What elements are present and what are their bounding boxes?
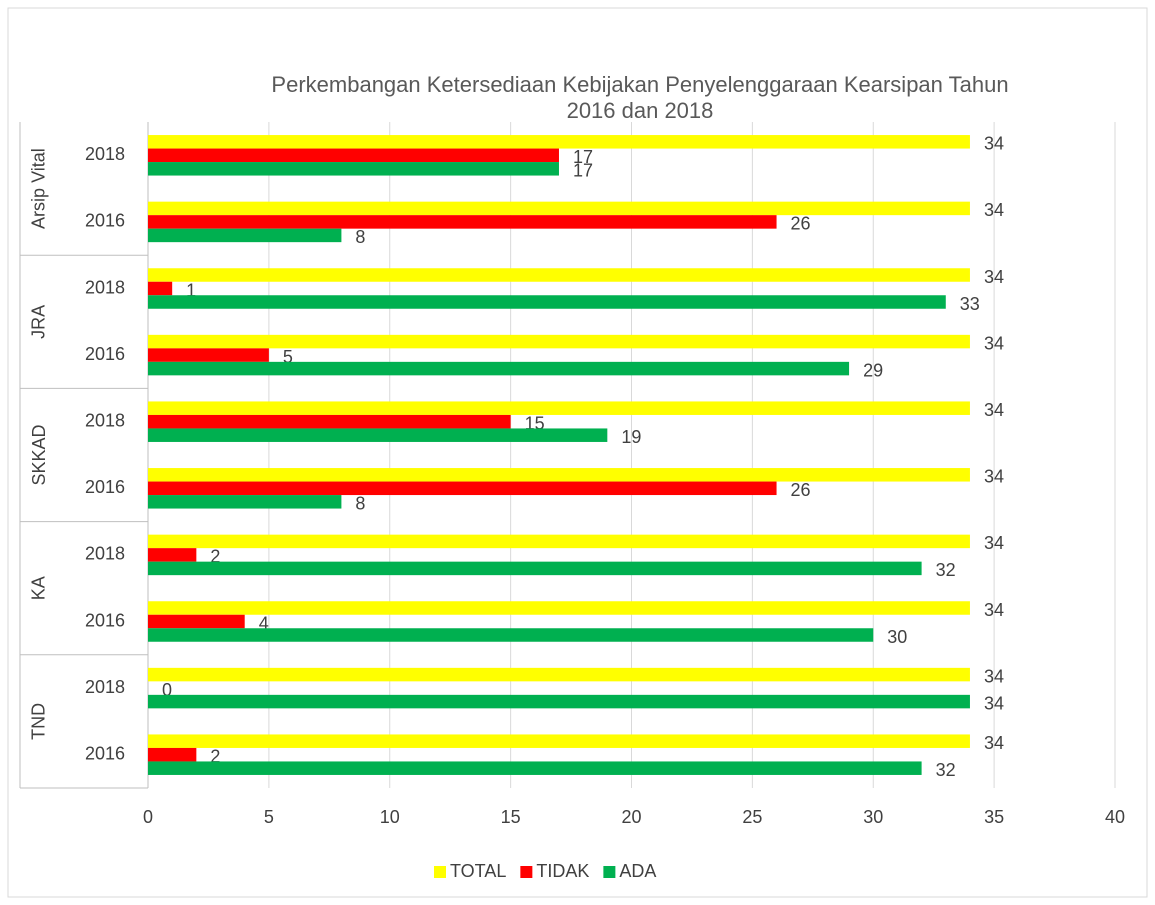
group-label: SKKAD [29, 424, 49, 485]
data-label: 34 [984, 267, 1004, 287]
bar [148, 548, 197, 562]
bar [148, 667, 970, 682]
bar [148, 162, 559, 176]
bar [148, 281, 173, 296]
data-label: 17 [573, 147, 593, 167]
y-tick-label: 2016 [85, 344, 125, 364]
bar [148, 268, 970, 282]
bar [148, 601, 970, 615]
bar [148, 428, 608, 442]
data-label: 33 [960, 294, 980, 314]
legend-label: ADA [619, 861, 656, 881]
y-tick-label: 2016 [85, 743, 125, 763]
data-label: 8 [355, 227, 365, 247]
legend-swatch [520, 866, 533, 878]
data-label: 8 [355, 494, 365, 514]
data-label: 32 [936, 760, 956, 780]
data-label: 2 [210, 547, 220, 567]
y-tick-label: 2016 [85, 610, 125, 630]
x-tick-label: 35 [984, 807, 1004, 827]
x-tick-label: 40 [1105, 807, 1125, 827]
data-label: 4 [259, 613, 269, 633]
data-label: 34 [984, 400, 1004, 420]
data-label: 34 [984, 666, 1004, 686]
group-label: JRA [29, 305, 49, 339]
bar [148, 761, 922, 775]
x-tick-label: 25 [742, 807, 762, 827]
data-label: 26 [791, 480, 811, 500]
data-label: 34 [984, 134, 1004, 154]
legend-swatch [434, 866, 446, 878]
data-label: 30 [887, 627, 907, 647]
legend-label: TOTAL [450, 861, 506, 881]
data-label: 5 [283, 347, 293, 367]
bar [148, 534, 970, 549]
bar [148, 747, 197, 762]
group-label: Arsip Vital [29, 148, 49, 229]
data-label: 34 [984, 693, 1004, 713]
data-label: 34 [984, 733, 1004, 753]
bar [148, 694, 970, 709]
y-tick-label: 2018 [85, 277, 125, 297]
y-tick-label: 2018 [85, 677, 125, 697]
bar [148, 295, 946, 309]
data-label: 17 [573, 161, 593, 181]
y-tick-label: 2018 [85, 144, 125, 164]
x-tick-label: 10 [380, 807, 400, 827]
x-tick-label: 30 [863, 807, 883, 827]
bar [148, 228, 342, 243]
group-label: KA [29, 576, 49, 600]
bar [148, 614, 245, 629]
x-tick-label: 20 [621, 807, 641, 827]
bar [148, 481, 777, 496]
bar [148, 734, 970, 748]
data-label: 34 [984, 467, 1004, 487]
x-tick-label: 15 [501, 807, 521, 827]
bar [148, 495, 342, 509]
data-label: 34 [984, 333, 1004, 353]
data-label: 2 [210, 746, 220, 766]
bar [148, 348, 269, 362]
x-tick-label: 0 [143, 807, 153, 827]
data-label: 26 [791, 214, 811, 234]
bar [148, 215, 777, 229]
y-tick-label: 2016 [85, 477, 125, 497]
bar [148, 148, 559, 163]
bar [148, 201, 970, 216]
bar [148, 414, 511, 429]
chart-title: Perkembangan Ketersediaan Kebijakan Peny… [271, 72, 1009, 123]
x-tick-label: 5 [264, 807, 274, 827]
data-label: 0 [162, 680, 172, 700]
bar [148, 401, 970, 415]
data-label: 29 [863, 360, 883, 380]
data-label: 32 [936, 560, 956, 580]
bar [148, 135, 970, 149]
bar [148, 361, 850, 376]
bar [148, 561, 922, 576]
data-label: 34 [984, 600, 1004, 620]
group-label: TND [29, 703, 49, 740]
data-label: 19 [621, 427, 641, 447]
y-tick-label: 2018 [85, 544, 125, 564]
legend-label: TIDAK [536, 861, 589, 881]
y-tick-label: 2016 [85, 211, 125, 231]
bar [148, 468, 970, 482]
data-label: 1 [186, 280, 196, 300]
legend-swatch [603, 866, 616, 878]
data-label: 34 [984, 200, 1004, 220]
bar [148, 628, 874, 642]
y-tick-label: 2018 [85, 410, 125, 430]
data-label: 34 [984, 533, 1004, 553]
bar [148, 334, 970, 349]
